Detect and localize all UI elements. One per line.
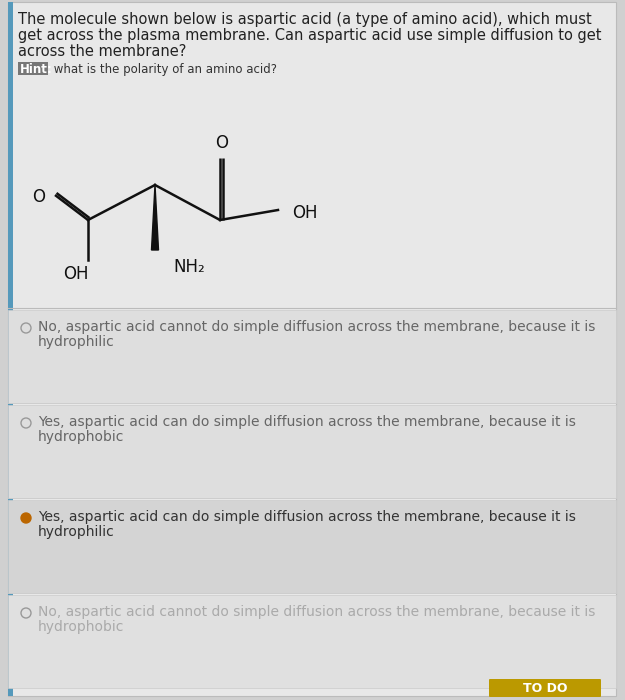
Text: Yes, aspartic acid can do simple diffusion across the membrane, because it is: Yes, aspartic acid can do simple diffusi… — [38, 415, 576, 429]
Text: hydrophilic: hydrophilic — [38, 525, 115, 539]
Text: O: O — [32, 188, 45, 206]
Text: hydrophobic: hydrophobic — [38, 430, 124, 444]
Text: O: O — [216, 134, 229, 152]
Bar — [8, 595, 616, 688]
Text: TO DO: TO DO — [522, 682, 568, 694]
Text: hydrophobic: hydrophobic — [38, 620, 124, 634]
Text: what is the polarity of an amino acid?: what is the polarity of an amino acid? — [50, 63, 277, 76]
Text: NH₂: NH₂ — [173, 258, 205, 276]
Text: Yes, aspartic acid can do simple diffusion across the membrane, because it is: Yes, aspartic acid can do simple diffusi… — [38, 510, 576, 524]
Bar — [8, 2, 13, 696]
FancyBboxPatch shape — [489, 679, 601, 697]
Text: No, aspartic acid cannot do simple diffusion across the membrane, because it is: No, aspartic acid cannot do simple diffu… — [38, 320, 596, 334]
Text: get across the plasma membrane. Can aspartic acid use simple diffusion to get: get across the plasma membrane. Can aspa… — [18, 28, 601, 43]
Bar — [18, 62, 48, 75]
Text: across the membrane?: across the membrane? — [18, 44, 186, 59]
Text: The molecule shown below is aspartic acid (a type of amino acid), which must: The molecule shown below is aspartic aci… — [18, 12, 592, 27]
Text: Hint:: Hint: — [19, 63, 52, 76]
Text: OH: OH — [292, 204, 318, 222]
Bar — [8, 500, 616, 593]
Circle shape — [21, 513, 31, 523]
Text: OH: OH — [63, 265, 89, 283]
Bar — [8, 310, 616, 403]
Text: No, aspartic acid cannot do simple diffusion across the membrane, because it is: No, aspartic acid cannot do simple diffu… — [38, 605, 596, 619]
Polygon shape — [151, 185, 159, 250]
Bar — [8, 405, 616, 498]
Text: hydrophilic: hydrophilic — [38, 335, 115, 349]
